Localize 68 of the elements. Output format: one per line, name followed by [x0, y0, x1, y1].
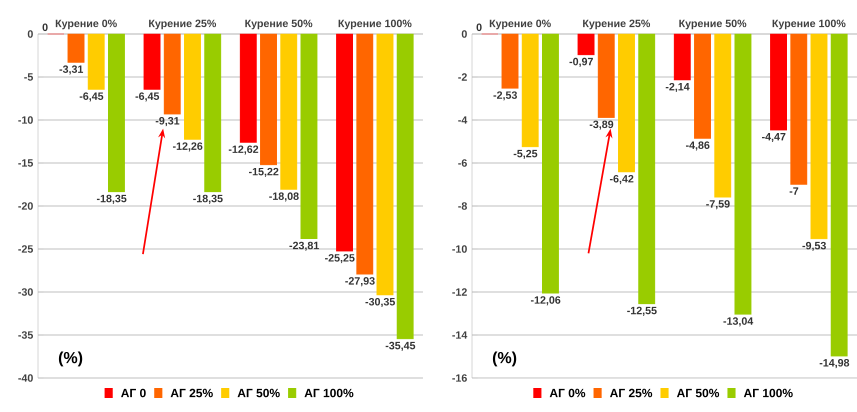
x-tick-label: Курение 50% — [679, 20, 746, 30]
data-label: -6,45 — [80, 92, 104, 102]
x-tick-label: Курение 100% — [772, 20, 846, 30]
y-tick-label: -20 — [18, 202, 33, 210]
legend-label: АГ 25% — [610, 388, 652, 398]
data-label: -18,35 — [193, 194, 223, 204]
x-tick-label: Курение 0% — [56, 20, 117, 30]
data-label: -7,59 — [706, 200, 730, 210]
data-label: -18,08 — [269, 192, 299, 202]
y-tick-label: -5 — [24, 73, 33, 81]
data-label: -12,62 — [228, 145, 258, 155]
data-label: 0 — [476, 24, 482, 32]
x-tick-label: Курение 50% — [245, 20, 312, 30]
y-tick-label: -25 — [18, 245, 33, 253]
legend-label: АГ 25% — [170, 388, 213, 398]
legend-label: АГ 0 — [121, 388, 146, 398]
x-tick-label: Курение 100% — [338, 20, 412, 30]
data-label: -2,14 — [666, 82, 690, 92]
y-tick-label: -12 — [452, 288, 467, 296]
y-tick-label: -6 — [458, 159, 467, 167]
y-tick-label: -16 — [452, 374, 467, 382]
y-tick-label: -10 — [18, 116, 33, 124]
data-label: -12,06 — [530, 296, 560, 306]
x-tick-label: Курение 0% — [490, 20, 551, 30]
legend-label: АГ 100% — [744, 388, 793, 398]
legend-label: АГ 100% — [304, 388, 354, 398]
data-label: -13,04 — [723, 317, 754, 326]
data-label: -15,22 — [249, 168, 278, 177]
data-label: -23,81 — [289, 242, 319, 251]
legend-label: АГ 50% — [676, 388, 720, 398]
data-label: -6,42 — [610, 174, 634, 184]
data-label: -0,97 — [570, 58, 593, 67]
data-label: -18,35 — [96, 194, 126, 204]
y-tick-label: -4 — [458, 116, 468, 124]
y-tick-label: 0 — [462, 30, 467, 38]
y-tick-label: -2 — [458, 73, 467, 81]
y-tick-label: -14 — [452, 331, 468, 339]
data-label: -12,55 — [627, 306, 657, 316]
data-label: -2,53 — [493, 91, 517, 100]
y-axis-title: (%) — [58, 352, 82, 366]
data-label: -7 — [790, 187, 798, 195]
data-label: -9,53 — [802, 242, 826, 251]
data-label: -27,93 — [345, 277, 375, 286]
data-label: -6,45 — [136, 92, 160, 102]
y-tick-label: -40 — [18, 374, 33, 382]
y-tick-label: 0 — [28, 30, 33, 38]
data-label: -5,25 — [514, 150, 538, 159]
y-axis-title: (%) — [492, 352, 516, 366]
data-label: 0 — [42, 24, 48, 32]
y-tick-label: -10 — [452, 245, 467, 253]
data-label: -3,89 — [590, 120, 614, 130]
data-label: -25,25 — [325, 254, 355, 264]
data-label: -12,26 — [172, 142, 202, 152]
data-label: -4,86 — [686, 141, 710, 151]
data-label: -9,31 — [156, 117, 180, 126]
y-tick-label: -30 — [18, 288, 33, 296]
data-label: -4,47 — [762, 133, 786, 142]
legend-label: АГ 0% — [550, 388, 586, 398]
y-tick-label: -15 — [18, 159, 33, 167]
data-label: -30,35 — [365, 298, 395, 308]
legend-label: АГ 50% — [238, 388, 280, 398]
y-tick-label: -8 — [458, 202, 467, 210]
y-tick-label: -35 — [18, 331, 33, 339]
data-label: -14,98 — [820, 359, 850, 368]
data-label: -35,45 — [386, 342, 416, 351]
x-tick-label: Курение 25% — [583, 20, 650, 30]
data-label: -3,31 — [59, 65, 84, 75]
x-tick-label: Курение 25% — [149, 20, 216, 30]
